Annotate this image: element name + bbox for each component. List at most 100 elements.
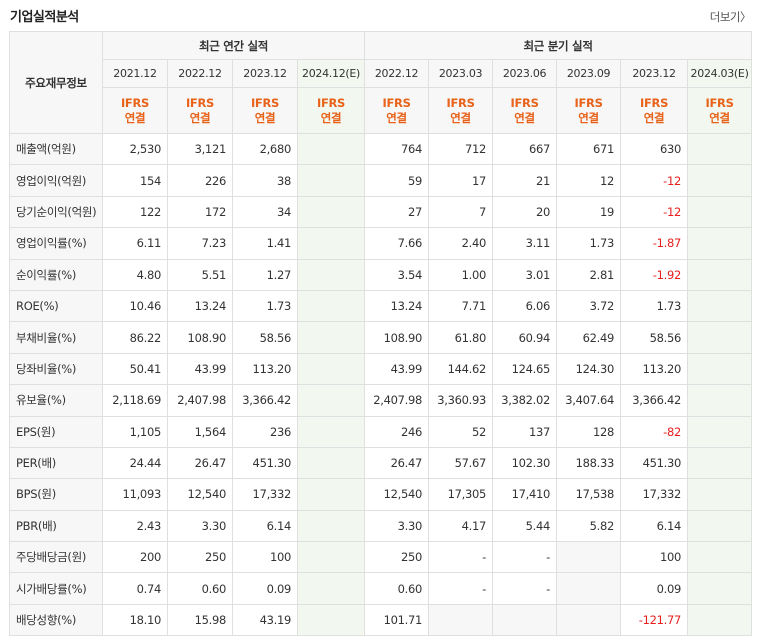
value-cell: 3,407.64 (556, 384, 622, 417)
value-cell: 61.80 (428, 321, 494, 354)
value-cell: 7.23 (167, 227, 233, 260)
value-cell: - (492, 572, 558, 605)
value-cell: 226 (167, 164, 233, 197)
value-cell: 18.10 (102, 603, 168, 637)
value-cell (296, 384, 366, 417)
value-cell: - (428, 572, 494, 605)
value-cell: 59 (364, 164, 430, 197)
period-header: 2023.12 (232, 59, 298, 88)
more-link[interactable]: 더보기〉 (710, 9, 752, 25)
value-cell: 4.80 (102, 258, 168, 291)
row-label: 매출액(억원) (9, 132, 103, 166)
value-cell: 0.60 (167, 572, 233, 605)
value-cell (687, 572, 753, 605)
value-cell: 3.30 (167, 509, 233, 543)
value-cell (296, 352, 366, 386)
value-cell: 188.33 (556, 446, 622, 480)
value-cell: 671 (556, 132, 622, 166)
value-cell: -1.87 (620, 227, 689, 260)
value-cell: 246 (364, 415, 430, 448)
value-cell: 12 (556, 164, 622, 197)
basis-header: IFRS 연결 (428, 87, 494, 134)
basis-header: IFRS 연결 (556, 87, 622, 134)
value-cell: - (428, 541, 494, 574)
value-cell (687, 384, 753, 417)
value-cell: -12 (620, 195, 689, 229)
value-cell: 3.72 (556, 289, 622, 323)
value-cell (296, 164, 366, 197)
value-cell (296, 321, 366, 354)
period-header: 2023.09 (556, 59, 622, 88)
value-cell: 108.90 (364, 321, 430, 354)
basis-header: IFRS 연결 (167, 87, 233, 134)
value-cell: 27 (364, 195, 430, 229)
value-cell: 1.73 (556, 227, 622, 260)
period-header: 2022.12 (364, 59, 430, 88)
value-cell: 17,305 (428, 478, 494, 511)
value-cell (296, 132, 366, 166)
table-row: PBR(배) 2.43 3.30 6.14 3.30 4.17 5.44 5.82 6.14 (9, 509, 753, 543)
table-row: 당좌비율(%) 50.41 43.99 113.20 43.99 144.62 124.65… (9, 352, 753, 386)
basis-header: IFRS 연결 (687, 87, 753, 134)
value-cell: 11,093 (102, 478, 168, 511)
row-label: ROE(%) (9, 289, 103, 323)
value-cell: 154 (102, 164, 168, 197)
page-title: 기업실적분석 (10, 10, 79, 25)
row-label: 순이익률(%) (9, 258, 103, 291)
row-label: 주당배당금(원) (9, 541, 103, 574)
value-cell: 38 (232, 164, 298, 197)
section-header: 기업실적분석 더보기〉 (0, 0, 759, 31)
value-cell: 2,680 (232, 132, 298, 166)
basis-scope: 연결 (514, 110, 535, 125)
value-cell: 43.99 (167, 352, 233, 386)
basis-row: IFRS 연결 IFRS 연결 IFRS 연결 IFRS 연결 IFRS 연결 IFRS 연결 IFRS… (10, 87, 753, 134)
value-cell (687, 541, 753, 574)
value-cell: 2,118.69 (102, 384, 168, 417)
basis-header: IFRS 연결 (296, 87, 366, 134)
value-cell: 5.82 (556, 509, 622, 543)
value-cell: 12,540 (364, 478, 430, 511)
table-row: 순이익률(%) 4.80 5.51 1.27 3.54 1.00 3.01 2.81 -1.92 (9, 258, 753, 291)
value-cell: 113.20 (620, 352, 689, 386)
value-cell (296, 541, 366, 574)
quarter-group-header: 최근 분기 실적 (364, 31, 753, 60)
value-cell: 100 (620, 541, 689, 574)
period-header: 2023.12 (620, 59, 689, 88)
value-cell: 0.74 (102, 572, 168, 605)
period-header: 2024.03(E) (687, 59, 753, 88)
value-cell: 6.14 (620, 509, 689, 543)
label-header: 주요재무정보 (9, 31, 103, 134)
value-cell: 2.81 (556, 258, 622, 291)
value-cell: 0.09 (620, 572, 689, 605)
table-row: PER(배) 24.44 26.47 451.30 26.47 57.67 102.30 18… (9, 446, 753, 480)
value-cell: 17,332 (232, 478, 298, 511)
value-cell: 630 (620, 132, 689, 166)
value-cell: 1.73 (620, 289, 689, 323)
table-row: BPS(원) 11,093 12,540 17,332 12,540 17,305 17,4… (9, 478, 753, 511)
value-cell: -82 (620, 415, 689, 448)
value-cell: 102.30 (492, 446, 558, 480)
value-cell (687, 164, 753, 197)
basis-standard: IFRS (446, 95, 475, 110)
value-cell: 2.40 (428, 227, 494, 260)
value-cell: 24.44 (102, 446, 168, 480)
row-label: 당좌비율(%) (9, 352, 103, 386)
value-cell: -1.92 (620, 258, 689, 291)
value-cell: 764 (364, 132, 430, 166)
value-cell: 712 (428, 132, 494, 166)
value-cell (687, 195, 753, 229)
basis-scope: 연결 (124, 110, 146, 125)
value-cell: 172 (167, 195, 233, 229)
value-cell (428, 603, 494, 637)
basis-scope: 연결 (254, 110, 276, 125)
table-row: 영업이익(억원) 154 226 38 59 17 21 12 -12 (9, 164, 753, 197)
value-cell: 1.00 (428, 258, 494, 291)
basis-standard: IFRS (639, 95, 669, 110)
period-header: 2023.06 (492, 59, 558, 88)
value-cell: 3.54 (364, 258, 430, 291)
value-cell: -12 (620, 164, 689, 197)
table-row: EPS(원) 1,105 1,564 236 246 52 137 128 -82 (9, 415, 753, 448)
value-cell (296, 603, 366, 637)
value-cell: 128 (556, 415, 622, 448)
chevron-right-icon: 〉 (740, 10, 752, 24)
